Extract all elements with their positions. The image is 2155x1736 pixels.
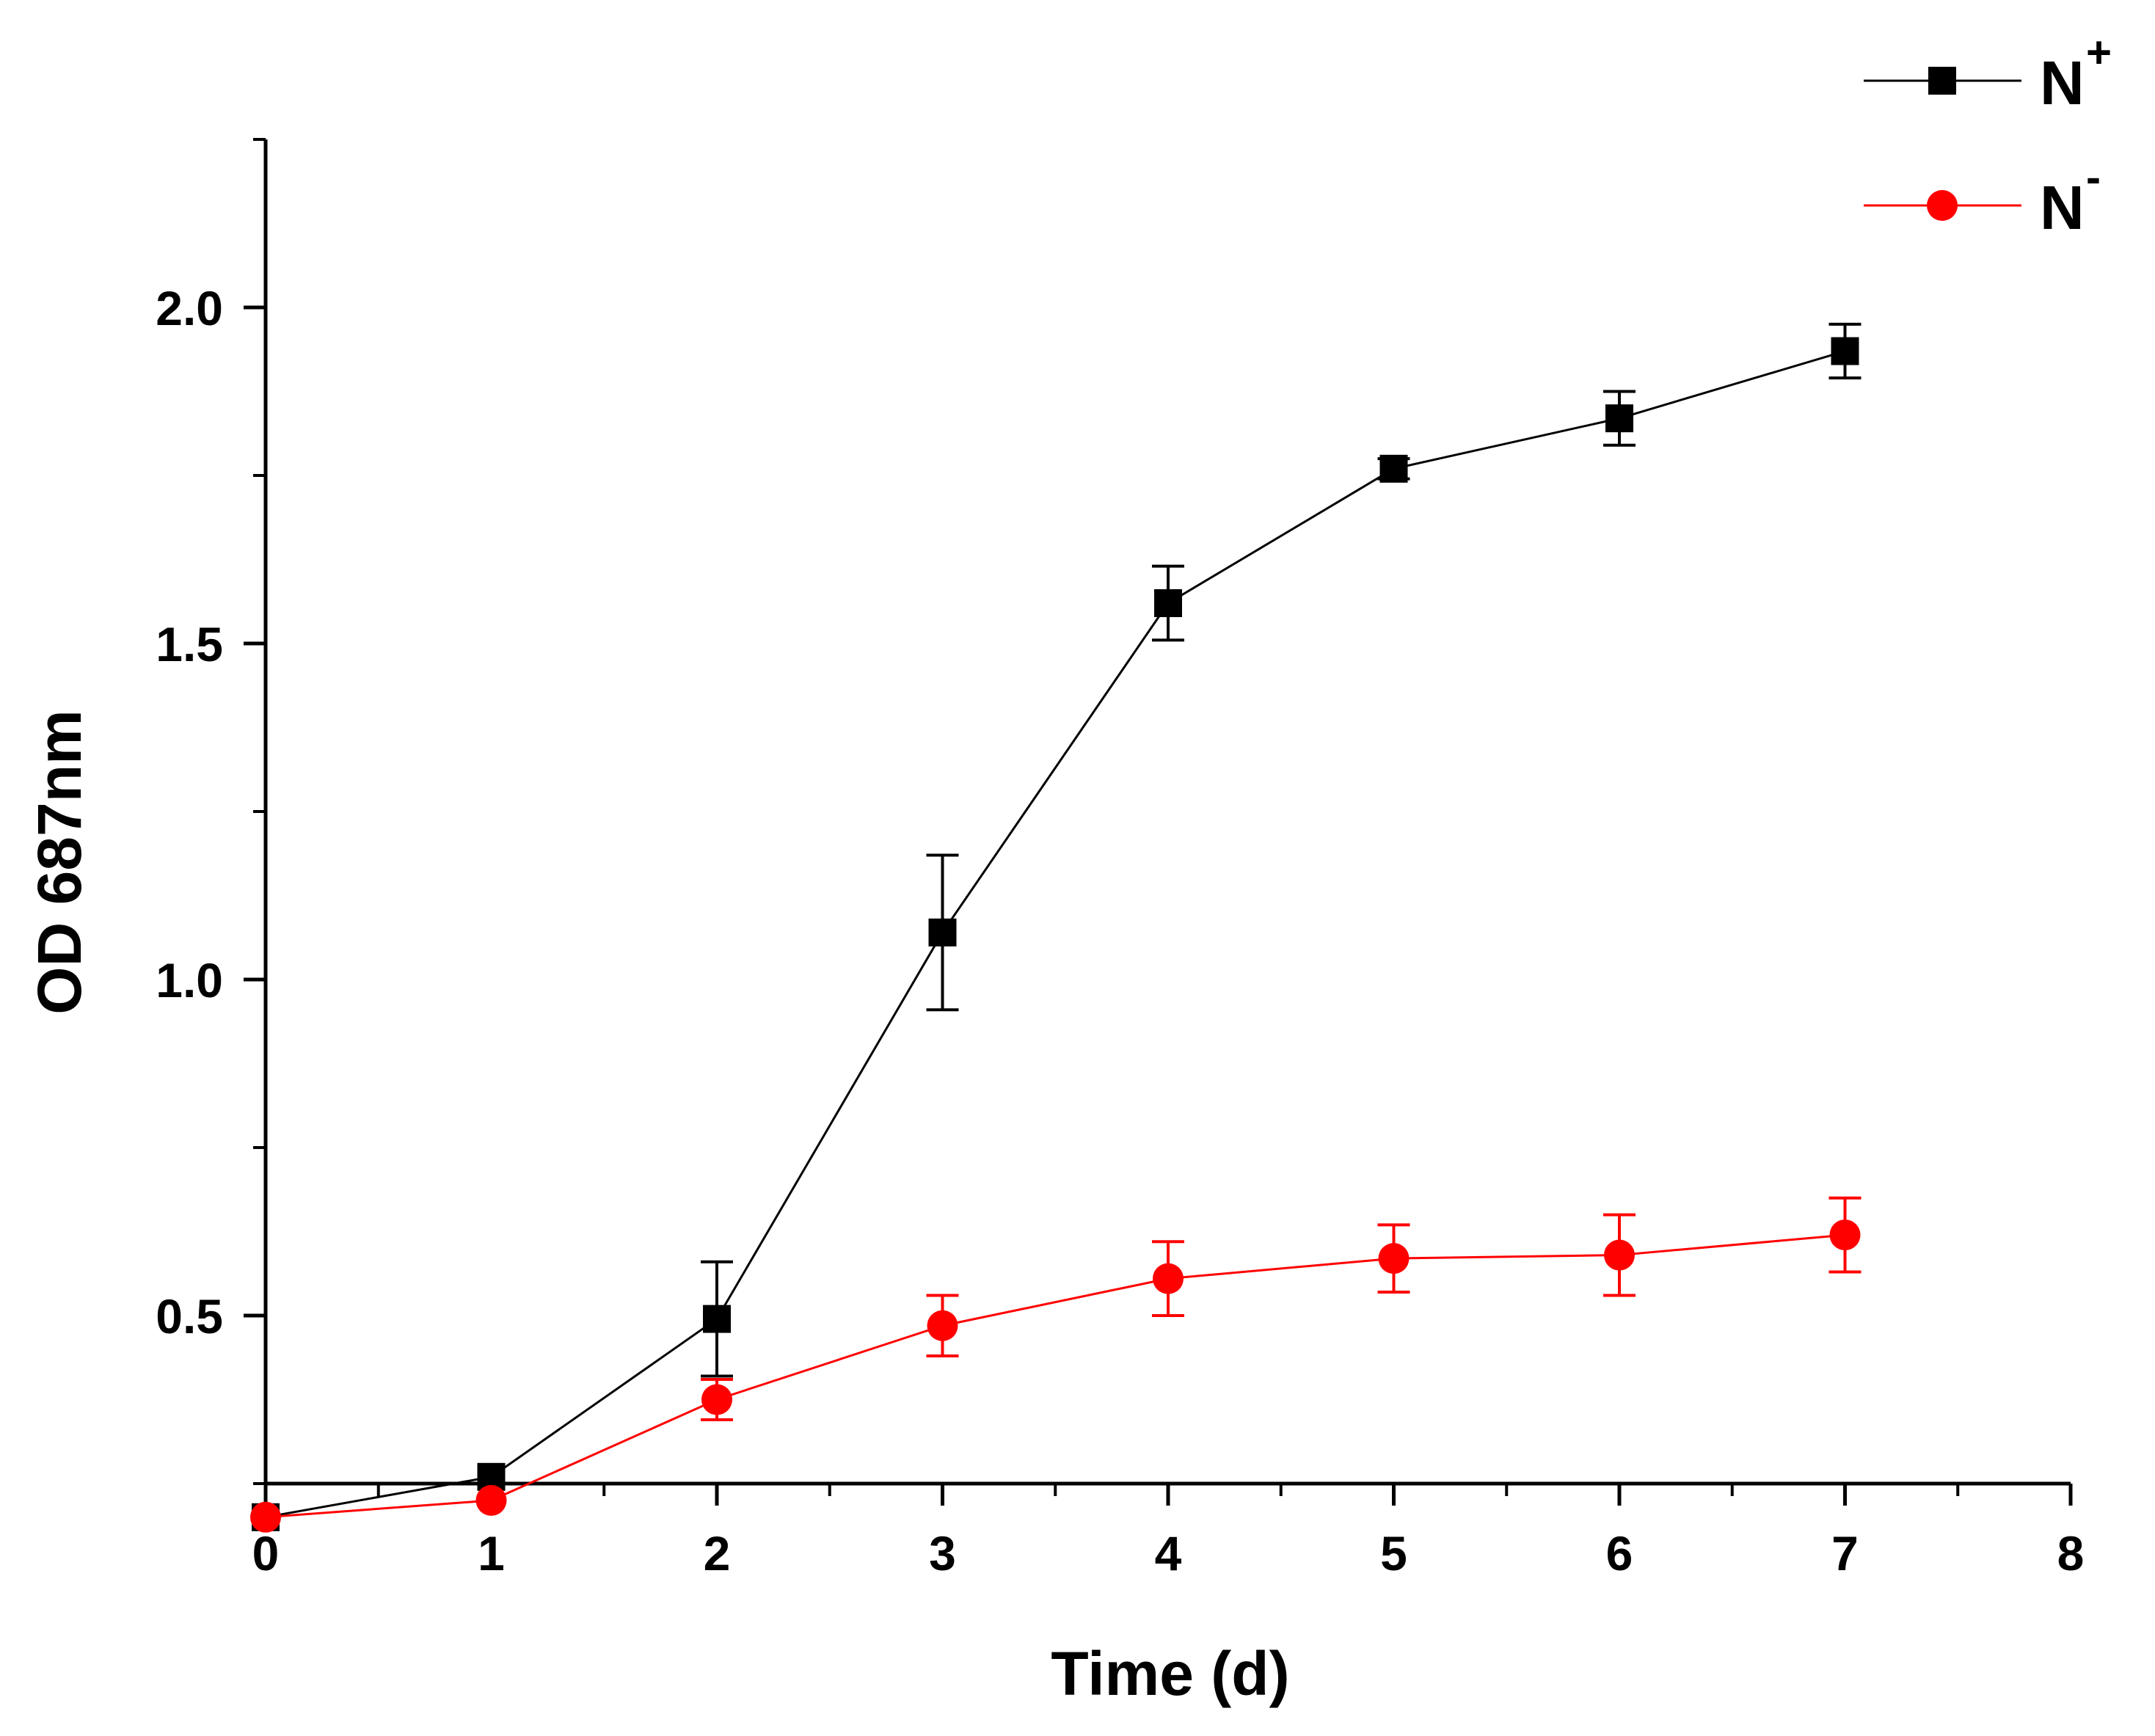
y-tick-label: 2.0: [156, 281, 223, 335]
series-n-plus: [252, 322, 1862, 1531]
data-point-circle: [1604, 1239, 1635, 1271]
data-point-square: [703, 1305, 731, 1333]
x-tick-label: 7: [1831, 1526, 1859, 1580]
data-point-square: [1154, 589, 1182, 618]
data-point-square: [1379, 454, 1408, 483]
series-line: [265, 1233, 1845, 1519]
legend-entry-n-plus: N +: [1864, 28, 2112, 117]
axes: 0 1 2 3 4 5 6 7 8 0.5 1.0 1.5 2.0: [156, 138, 2085, 1580]
x-tick-label: 2: [704, 1526, 731, 1580]
data-point-circle: [1378, 1243, 1410, 1274]
x-tick-label: 8: [2057, 1526, 2085, 1580]
y-axis-title: OD 687nm: [25, 710, 94, 1015]
x-tick-label: 1: [478, 1526, 505, 1580]
data-point-circle: [1829, 1219, 1861, 1251]
x-tick-label: 3: [929, 1526, 956, 1580]
data-point-square: [1605, 404, 1633, 433]
legend-entry-n-minus: N-: [1864, 153, 2101, 242]
data-point-circle: [927, 1310, 958, 1341]
legend-marker-circle: [1927, 190, 1958, 221]
data-point-circle: [250, 1501, 281, 1533]
x-axis-title: Time (d): [1051, 1639, 1289, 1708]
series-line: [265, 350, 1845, 1519]
y-tick-label: 1.0: [156, 953, 223, 1007]
legend-superscript: -: [2086, 153, 2101, 202]
series-n-minus: [250, 1196, 1862, 1533]
legend-label: N: [2040, 173, 2085, 242]
y-tick-label: 1.5: [156, 617, 223, 671]
data-point-square: [928, 918, 957, 947]
legend: N +N -: [1864, 28, 2112, 242]
legend-label: N: [2040, 48, 2085, 117]
series-layer: [250, 322, 1862, 1533]
data-point-circle: [1153, 1263, 1184, 1294]
data-point-circle: [701, 1384, 732, 1415]
x-tick-label: 5: [1380, 1526, 1407, 1580]
legend-superscript: +: [2086, 28, 2112, 77]
data-point-square: [1831, 337, 1859, 365]
x-tick-label: 0: [252, 1526, 280, 1580]
y-tick-label: 0.5: [156, 1289, 223, 1343]
x-tick-label: 6: [1606, 1526, 1633, 1580]
x-tick-label: 4: [1155, 1526, 1182, 1580]
data-point-circle: [475, 1484, 507, 1516]
legend-marker-square: [1928, 67, 1956, 95]
